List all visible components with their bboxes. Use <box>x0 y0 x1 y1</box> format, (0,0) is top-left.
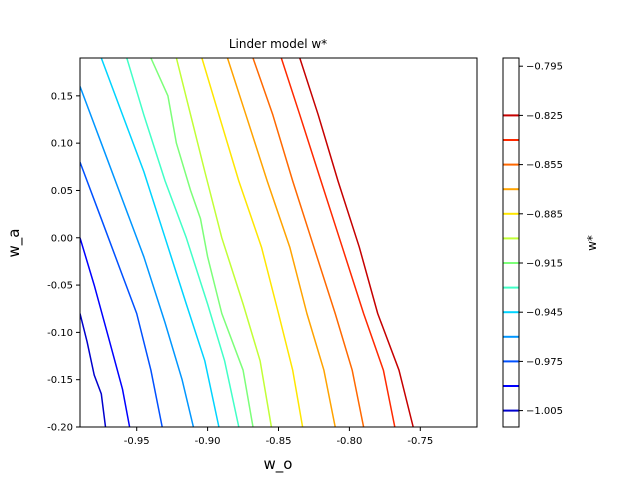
contour-line-13 <box>299 58 414 427</box>
colorbar-tick-label: −0.975 <box>526 357 563 368</box>
contour-line-7 <box>150 58 254 427</box>
contour-line-1 <box>80 313 107 427</box>
contour-line-12 <box>280 58 396 427</box>
x-tick-label: -0.80 <box>336 436 362 447</box>
x-axis-label: w_o <box>264 455 293 474</box>
x-tick-label: -0.95 <box>124 436 150 447</box>
colorbar-label: w* <box>585 235 599 251</box>
y-axis-label: w_a <box>5 229 24 258</box>
y-tick-label: -0.15 <box>47 375 73 386</box>
x-axis-ticks: -0.95 -0.90 -0.85 -0.80 -0.75 <box>124 427 433 447</box>
colorbar-tick-label: −0.855 <box>526 160 563 171</box>
y-tick-label: -0.20 <box>47 423 73 434</box>
colorbar-frame <box>502 57 520 428</box>
y-tick-label: 0.15 <box>51 91 73 102</box>
x-tick-label: -0.75 <box>407 436 433 447</box>
colorbar-tick-label: −0.945 <box>526 308 563 319</box>
colorbar: −0.795 −0.825 −0.855 −0.885 −0.915 −0.945 −0.9… <box>502 57 563 428</box>
colorbar-tick-label: −0.915 <box>526 259 563 270</box>
contour-lines <box>80 58 414 427</box>
y-tick-label: -0.10 <box>47 328 73 339</box>
colorbar-tick-label: −0.885 <box>526 209 563 220</box>
contour-line-6 <box>126 58 240 427</box>
colorbar-tick-label: −1.005 <box>526 406 563 417</box>
contour-line-3 <box>80 161 163 427</box>
colorbar-tick-label: −0.795 <box>526 62 563 73</box>
x-tick-label: -0.85 <box>266 436 292 447</box>
contour-line-2 <box>80 237 131 427</box>
contour-line-4 <box>80 86 195 427</box>
y-tick-label: 0.00 <box>51 233 73 244</box>
y-tick-label: 0.10 <box>51 139 73 150</box>
colorbar-tick-label: −0.825 <box>526 111 563 122</box>
y-tick-label: 0.05 <box>51 186 73 197</box>
y-axis-ticks: 0.15 0.10 0.05 0.00 -0.05 -0.10 -0.15 -0.20 <box>47 91 80 434</box>
y-tick-label: -0.05 <box>47 281 73 292</box>
contour-line-5 <box>100 58 220 427</box>
contour-line-9 <box>201 58 304 427</box>
contour-line-8 <box>175 58 273 427</box>
contour-line-11 <box>252 58 365 427</box>
x-tick-label: -0.90 <box>195 436 221 447</box>
chart-title: Linder model w* <box>229 37 327 51</box>
contour-line-10 <box>226 58 336 427</box>
plot-frame <box>79 57 478 428</box>
